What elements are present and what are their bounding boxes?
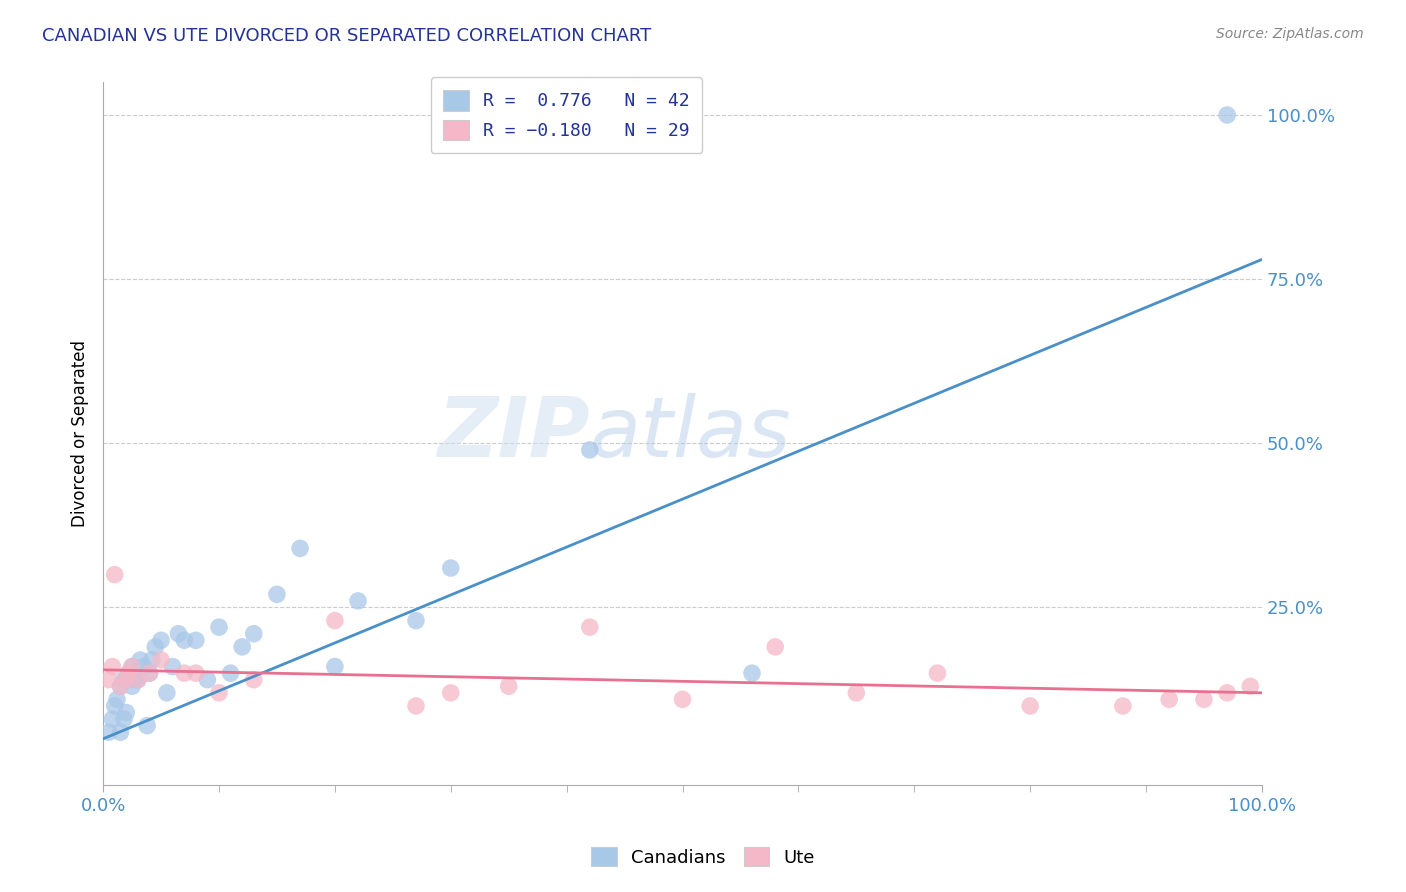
Point xyxy=(323,614,346,628)
Point xyxy=(288,541,311,556)
Point xyxy=(208,620,231,634)
Point xyxy=(138,666,160,681)
Point xyxy=(156,686,179,700)
Point xyxy=(110,679,132,693)
Point xyxy=(150,653,173,667)
Text: atlas: atlas xyxy=(589,393,792,474)
Point xyxy=(323,659,346,673)
Point xyxy=(405,614,427,628)
Point xyxy=(1216,686,1239,700)
Point xyxy=(173,633,195,648)
Y-axis label: Divorced or Separated: Divorced or Separated xyxy=(72,340,89,527)
Point xyxy=(347,594,370,608)
Point xyxy=(167,626,190,640)
Point xyxy=(845,686,868,700)
Point xyxy=(105,692,128,706)
Point xyxy=(121,659,143,673)
Point xyxy=(578,442,600,457)
Point xyxy=(266,587,288,601)
Point xyxy=(1239,679,1261,693)
Point xyxy=(150,633,173,648)
Point xyxy=(101,712,124,726)
Point xyxy=(112,712,135,726)
Text: CANADIAN VS UTE DIVORCED OR SEPARATED CORRELATION CHART: CANADIAN VS UTE DIVORCED OR SEPARATED CO… xyxy=(42,27,651,45)
Point xyxy=(184,666,207,681)
Point xyxy=(162,659,184,673)
Point xyxy=(127,666,149,681)
Point xyxy=(121,659,143,673)
Point xyxy=(1019,698,1042,713)
Point xyxy=(197,673,219,687)
Point xyxy=(141,653,163,667)
Point xyxy=(104,567,127,582)
Point xyxy=(671,692,693,706)
Point xyxy=(231,640,253,654)
Point xyxy=(129,653,152,667)
Point xyxy=(440,561,463,575)
Point xyxy=(578,620,600,634)
Point xyxy=(184,633,207,648)
Point xyxy=(115,706,138,720)
Point xyxy=(1216,108,1239,122)
Point xyxy=(173,666,195,681)
Point xyxy=(1159,692,1181,706)
Point xyxy=(112,673,135,687)
Point xyxy=(121,679,143,693)
Text: ZIP: ZIP xyxy=(437,393,589,474)
Point xyxy=(104,698,127,713)
Point xyxy=(927,666,949,681)
Point xyxy=(440,686,463,700)
Point xyxy=(208,686,231,700)
Point xyxy=(1192,692,1215,706)
Point xyxy=(143,640,166,654)
Legend: Canadians, Ute: Canadians, Ute xyxy=(583,840,823,874)
Point xyxy=(97,673,120,687)
Point xyxy=(242,673,264,687)
Point xyxy=(1112,698,1135,713)
Point xyxy=(117,666,139,681)
Point xyxy=(117,666,139,681)
Point xyxy=(763,640,786,654)
Point xyxy=(138,666,160,681)
Point xyxy=(124,673,146,687)
Point xyxy=(498,679,520,693)
Point xyxy=(115,673,138,687)
Text: Source: ZipAtlas.com: Source: ZipAtlas.com xyxy=(1216,27,1364,41)
Legend: R =  0.776   N = 42, R = −0.180   N = 29: R = 0.776 N = 42, R = −0.180 N = 29 xyxy=(430,77,703,153)
Point xyxy=(136,719,159,733)
Point xyxy=(115,673,138,687)
Point xyxy=(110,679,132,693)
Point xyxy=(405,698,427,713)
Point xyxy=(110,725,132,739)
Point xyxy=(741,666,763,681)
Point xyxy=(132,659,155,673)
Point xyxy=(97,725,120,739)
Point xyxy=(219,666,242,681)
Point xyxy=(127,673,149,687)
Point xyxy=(127,673,149,687)
Point xyxy=(101,659,124,673)
Point xyxy=(242,626,264,640)
